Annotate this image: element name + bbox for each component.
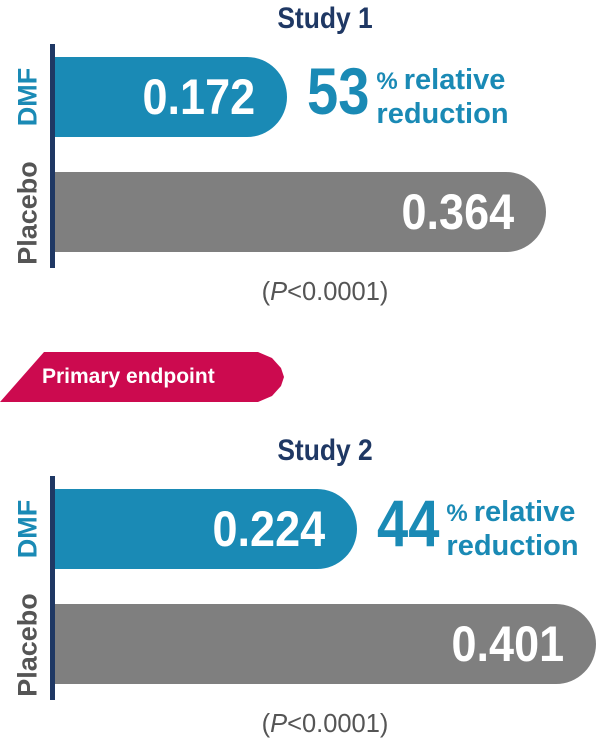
primary-endpoint-banner: Primary endpoint bbox=[0, 352, 284, 402]
bar-value-label: 0.172 bbox=[142, 69, 255, 125]
bar-placebo: 0.401 bbox=[55, 604, 596, 684]
reduction-line-2: reduction bbox=[446, 530, 579, 562]
category-label-placebo: Placebo bbox=[12, 161, 43, 265]
chart-title: Study 1 bbox=[277, 2, 373, 35]
axis-line bbox=[50, 44, 55, 268]
reduction-text: % relative reduction bbox=[446, 496, 578, 562]
reduction-line-1: relative bbox=[473, 496, 576, 528]
p-value: (P<0.0001) bbox=[261, 708, 389, 738]
category-label-placebo: Placebo bbox=[12, 593, 43, 697]
p-value: (P<0.0001) bbox=[261, 276, 389, 306]
bar-value-label: 0.364 bbox=[401, 184, 514, 240]
reduction-line-1: relative bbox=[403, 64, 506, 96]
bar-placebo: 0.364 bbox=[55, 172, 546, 252]
reduction-value: 44 bbox=[377, 486, 440, 560]
relative-reduction-annotation: 44 % relative reduction bbox=[377, 490, 579, 562]
reduction-percent: % bbox=[446, 500, 468, 527]
reduction-line-2: reduction bbox=[376, 98, 509, 130]
study-1-chart: Study 1 DMF Placebo 0.172 0.364 53 % rela… bbox=[0, 0, 598, 312]
bar-dmf: 0.224 bbox=[55, 489, 357, 569]
reduction-value: 53 bbox=[307, 54, 370, 128]
bar-dmf: 0.172 bbox=[55, 57, 287, 137]
reduction-text: % relative reduction bbox=[376, 64, 508, 130]
bar-value-label: 0.224 bbox=[212, 501, 325, 557]
bar-value-label: 0.401 bbox=[451, 616, 564, 672]
category-label-dmf: DMF bbox=[12, 67, 43, 127]
category-label-dmf: DMF bbox=[12, 499, 43, 559]
chart-title: Study 2 bbox=[277, 434, 373, 467]
axis-line bbox=[50, 476, 55, 700]
reduction-percent: % bbox=[376, 68, 398, 95]
banner-label: Primary endpoint bbox=[42, 365, 215, 388]
study-2-chart: Study 2 DMF Placebo 0.224 0.401 44 % rela… bbox=[0, 432, 598, 742]
relative-reduction-annotation: 53 % relative reduction bbox=[307, 58, 509, 130]
